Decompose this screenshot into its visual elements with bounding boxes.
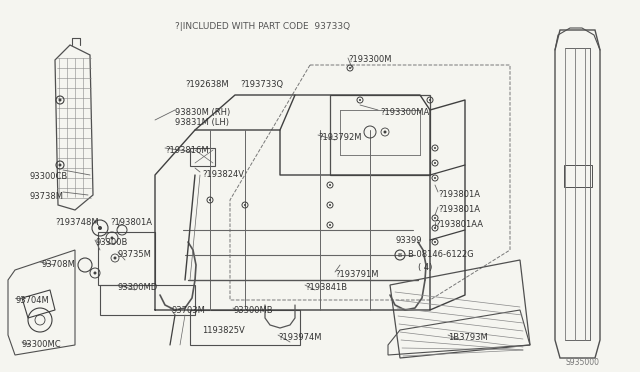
Circle shape	[58, 99, 61, 102]
Text: 93300MC: 93300MC	[22, 340, 61, 349]
Text: ?192638M: ?192638M	[185, 80, 228, 89]
Text: ?193824V: ?193824V	[202, 170, 244, 179]
Text: ?193801A: ?193801A	[110, 218, 152, 227]
Circle shape	[429, 99, 431, 101]
Text: ( 4): ( 4)	[418, 263, 433, 272]
Circle shape	[244, 204, 246, 206]
Circle shape	[434, 217, 436, 219]
Text: ?193300MA: ?193300MA	[380, 108, 429, 117]
Circle shape	[434, 177, 436, 179]
Text: ?193748M: ?193748M	[55, 218, 99, 227]
Circle shape	[434, 227, 436, 229]
Text: 1B3793M: 1B3793M	[448, 333, 488, 342]
Circle shape	[93, 272, 97, 275]
Circle shape	[111, 237, 113, 240]
Circle shape	[359, 99, 361, 101]
Text: ?193801AA: ?193801AA	[435, 220, 483, 229]
Text: ?193801A: ?193801A	[438, 205, 480, 214]
Circle shape	[98, 226, 102, 230]
Text: 93738M: 93738M	[30, 192, 64, 201]
Text: 93300CB: 93300CB	[30, 172, 68, 181]
Text: ?193792M: ?193792M	[318, 133, 362, 142]
Text: 93703M: 93703M	[172, 306, 206, 315]
Text: ?193841B: ?193841B	[305, 283, 347, 292]
Text: 93300MD: 93300MD	[118, 283, 158, 292]
Circle shape	[434, 241, 436, 243]
Text: S935000: S935000	[565, 358, 599, 367]
Circle shape	[329, 184, 331, 186]
Text: 93300B: 93300B	[95, 238, 127, 247]
Text: B 08146-6122G: B 08146-6122G	[408, 250, 474, 259]
Text: 93831M (LH): 93831M (LH)	[175, 118, 229, 127]
Text: ?193974M: ?193974M	[278, 333, 321, 342]
Circle shape	[58, 164, 61, 167]
Circle shape	[434, 162, 436, 164]
Circle shape	[329, 204, 331, 206]
Circle shape	[113, 257, 116, 260]
Text: ?193733Q: ?193733Q	[240, 80, 283, 89]
Text: 93399: 93399	[395, 236, 422, 245]
Text: ?|INCLUDED WITH PART CODE  93733Q: ?|INCLUDED WITH PART CODE 93733Q	[175, 22, 350, 31]
Text: 93708M: 93708M	[42, 260, 76, 269]
Text: ?193300M: ?193300M	[348, 55, 392, 64]
Bar	[564, 165, 592, 187]
Circle shape	[434, 147, 436, 149]
Text: ?193801A: ?193801A	[438, 190, 480, 199]
Bar	[190, 148, 215, 166]
Text: ?193816M: ?193816M	[165, 146, 209, 155]
Circle shape	[329, 224, 331, 226]
Text: B: B	[397, 253, 401, 258]
Text: ?193791M: ?193791M	[335, 270, 378, 279]
Circle shape	[349, 67, 351, 69]
Text: 93735M: 93735M	[118, 250, 152, 259]
Circle shape	[209, 199, 211, 201]
Text: 93300MB: 93300MB	[233, 306, 273, 315]
Text: 1193825V: 1193825V	[202, 326, 244, 335]
Text: 93830M (RH): 93830M (RH)	[175, 108, 230, 117]
Circle shape	[383, 131, 387, 134]
Text: 93704M: 93704M	[15, 296, 49, 305]
